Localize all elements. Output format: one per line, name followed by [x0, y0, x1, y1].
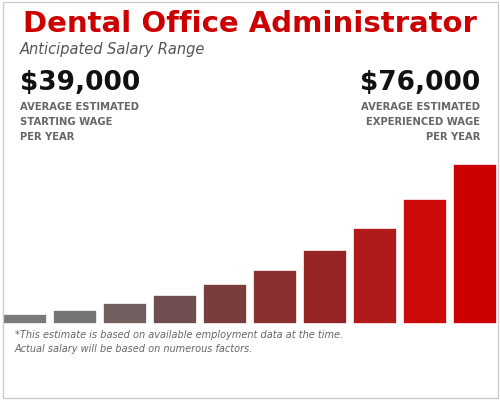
Bar: [453, 164, 497, 324]
Bar: [403, 199, 447, 324]
Text: $76,000: $76,000: [360, 70, 480, 96]
Bar: [53, 310, 97, 324]
Text: AVERAGE ESTIMATED
STARTING WAGE
PER YEAR: AVERAGE ESTIMATED STARTING WAGE PER YEAR: [20, 102, 139, 142]
Bar: [303, 250, 347, 324]
Text: $39,000: $39,000: [20, 70, 140, 96]
Text: Dental Office Administrator: Dental Office Administrator: [23, 10, 477, 38]
Bar: [153, 295, 197, 324]
Text: AVERAGE ESTIMATED
EXPERIENCED WAGE
PER YEAR: AVERAGE ESTIMATED EXPERIENCED WAGE PER Y…: [361, 102, 480, 142]
Text: *This estimate is based on available employment data at the time.
Actual salary : *This estimate is based on available emp…: [15, 330, 343, 354]
Text: Anticipated Salary Range: Anticipated Salary Range: [20, 42, 206, 57]
Bar: [203, 284, 247, 324]
Bar: [103, 303, 147, 324]
Bar: [353, 228, 397, 324]
Bar: [3, 314, 47, 324]
Bar: [253, 270, 297, 324]
